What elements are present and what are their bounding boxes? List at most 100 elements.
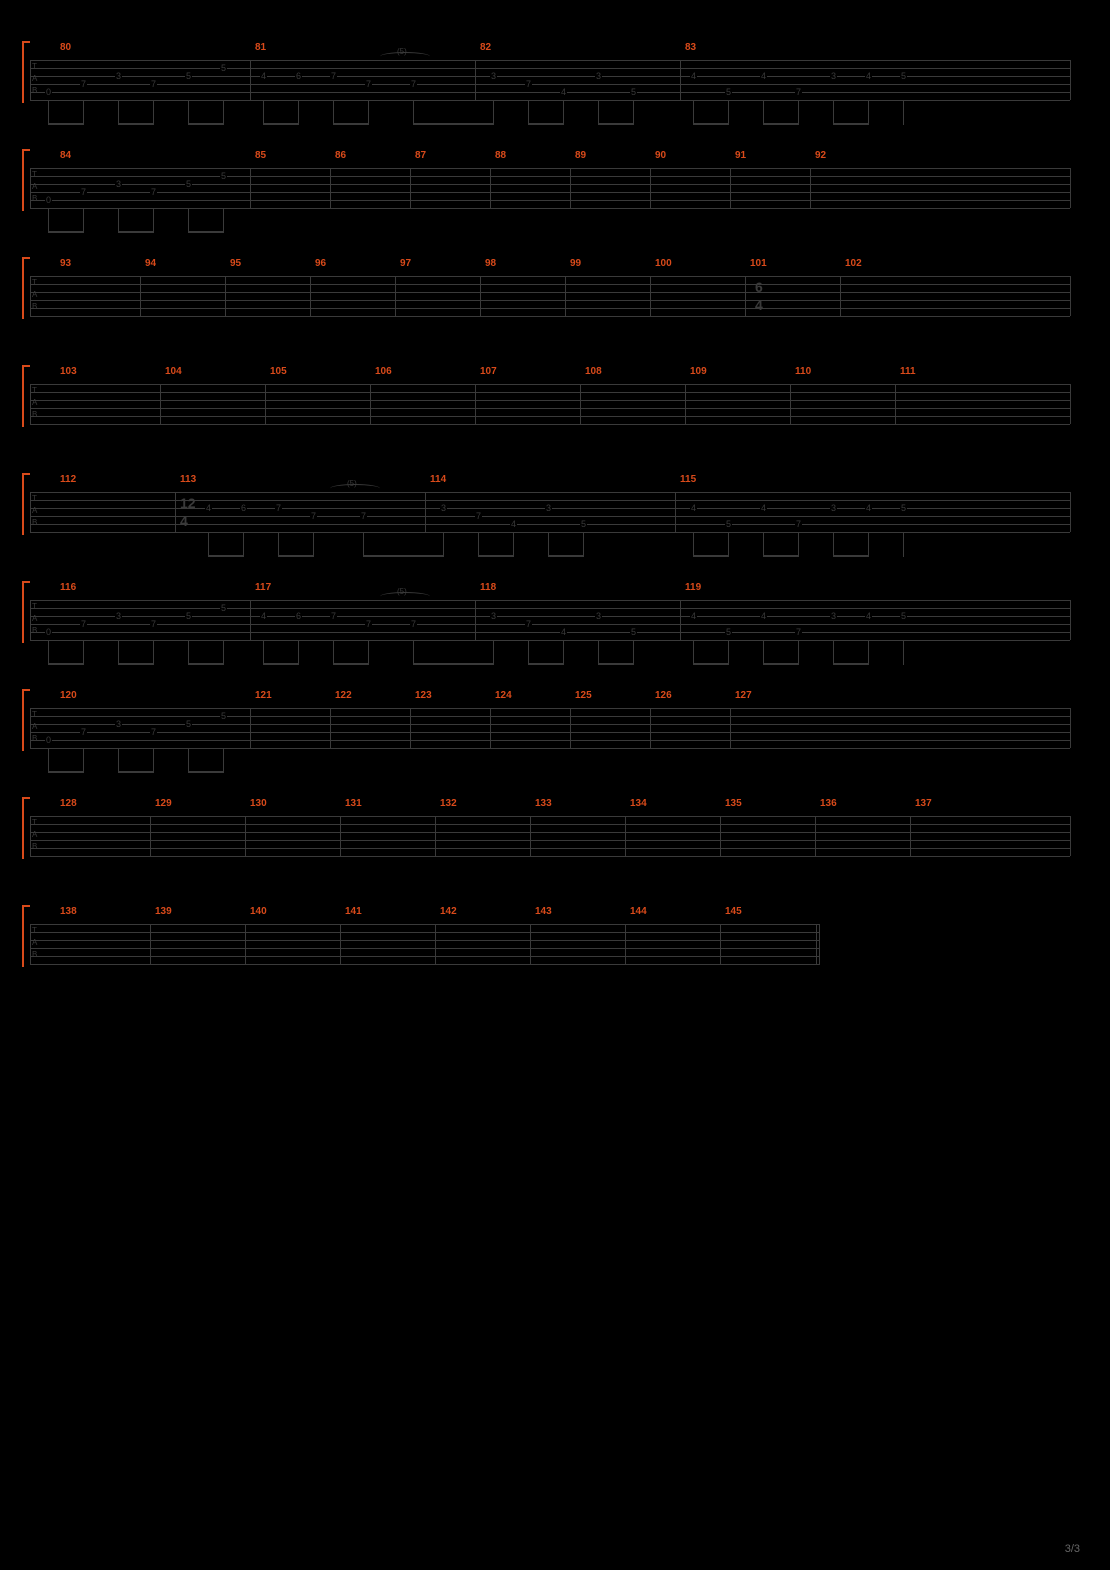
tab-row: TAB9394959697989910010110264 (30, 276, 1070, 316)
barline (410, 168, 411, 208)
measure-number: 127 (735, 690, 752, 701)
tab-letter: B (32, 410, 37, 419)
note-stem (298, 100, 299, 125)
measure-number: 100 (655, 258, 672, 269)
note-stem (563, 100, 564, 125)
staff-lines (30, 816, 1070, 856)
measure-number: 138 (60, 906, 77, 917)
staff-bracket (22, 473, 30, 535)
note-stem (798, 640, 799, 665)
note-stem (763, 640, 764, 665)
note-stem (313, 532, 314, 557)
note-stem (83, 100, 84, 125)
fret-number: 5 (630, 627, 637, 637)
note-beam (118, 231, 154, 233)
measure-number: 117 (255, 582, 271, 593)
barline (425, 492, 426, 532)
fret-number: 6 (240, 503, 247, 513)
fret-number: 3 (115, 71, 122, 81)
tab-letter: B (32, 86, 37, 95)
barline (330, 708, 331, 748)
fret-number: 7 (310, 511, 317, 521)
note-stem (728, 100, 729, 125)
fret-number: 3 (115, 611, 122, 621)
note-beam (413, 663, 494, 665)
measure-number: 121 (255, 690, 272, 701)
note-stem (413, 100, 414, 125)
note-beam (478, 555, 514, 557)
fret-number: 5 (185, 719, 192, 729)
tab-row: TAB103104105106107108109110111 (30, 384, 1070, 424)
note-stem (48, 640, 49, 665)
tab-letter: T (32, 170, 37, 179)
fret-number: 4 (690, 611, 697, 621)
measure-number: 111 (900, 366, 916, 377)
measure-number: 107 (480, 366, 497, 377)
fret-number: 5 (220, 171, 227, 181)
note-beam (278, 555, 314, 557)
note-stem (263, 640, 264, 665)
barline (565, 276, 566, 316)
note-stem (728, 532, 729, 557)
note-stem (478, 532, 479, 557)
fret-number: 4 (760, 71, 767, 81)
note-beam (548, 555, 584, 557)
note-stem (368, 100, 369, 125)
barline (680, 60, 681, 100)
measure-number: 98 (485, 258, 496, 269)
note-stem (833, 532, 834, 557)
measure-number: 82 (480, 42, 491, 53)
barline (265, 384, 266, 424)
note-stem (598, 640, 599, 665)
barline (675, 492, 676, 532)
note-stem (363, 532, 364, 557)
fret-number: 7 (795, 627, 802, 637)
tab-letter: B (32, 626, 37, 635)
measure-number: 84 (60, 150, 71, 161)
note-beam (188, 123, 224, 125)
tab-letter: A (32, 722, 37, 731)
fret-number: 5 (220, 63, 227, 73)
fret-number: 3 (115, 179, 122, 189)
note-beam (48, 123, 84, 125)
note-stem (153, 100, 154, 125)
note-stem (583, 532, 584, 557)
fret-number: 7 (410, 79, 417, 89)
measure-number: 115 (680, 474, 696, 485)
fret-number: 7 (80, 187, 87, 197)
note-stem (223, 640, 224, 665)
measure-number: 118 (480, 582, 496, 593)
barline (250, 708, 251, 748)
slur-label: (5) (397, 587, 407, 596)
barline (475, 384, 476, 424)
note-stem (563, 640, 564, 665)
note-stem (548, 532, 549, 557)
barline (340, 816, 341, 856)
fret-number: 5 (220, 603, 227, 613)
barline (530, 816, 531, 856)
measure-number: 142 (440, 906, 457, 917)
barline (650, 708, 651, 748)
barline (30, 708, 31, 748)
measure-number: 125 (575, 690, 592, 701)
measure-number: 110 (795, 366, 811, 377)
measure-number: 86 (335, 150, 346, 161)
measure-number: 137 (915, 798, 932, 809)
note-beam (693, 663, 729, 665)
barline (625, 924, 626, 964)
barline (435, 816, 436, 856)
note-beam (693, 123, 729, 125)
note-stem (188, 100, 189, 125)
measure-number: 101 (750, 258, 767, 269)
barline (1070, 60, 1071, 100)
fret-number: 0 (45, 87, 52, 97)
fret-number: 0 (45, 735, 52, 745)
note-stem (48, 748, 49, 773)
barline (245, 924, 246, 964)
fret-number: 7 (525, 619, 532, 629)
staff-bracket (22, 689, 30, 751)
note-stem (598, 100, 599, 125)
barline (680, 600, 681, 640)
barline (1070, 276, 1071, 316)
barline (580, 384, 581, 424)
